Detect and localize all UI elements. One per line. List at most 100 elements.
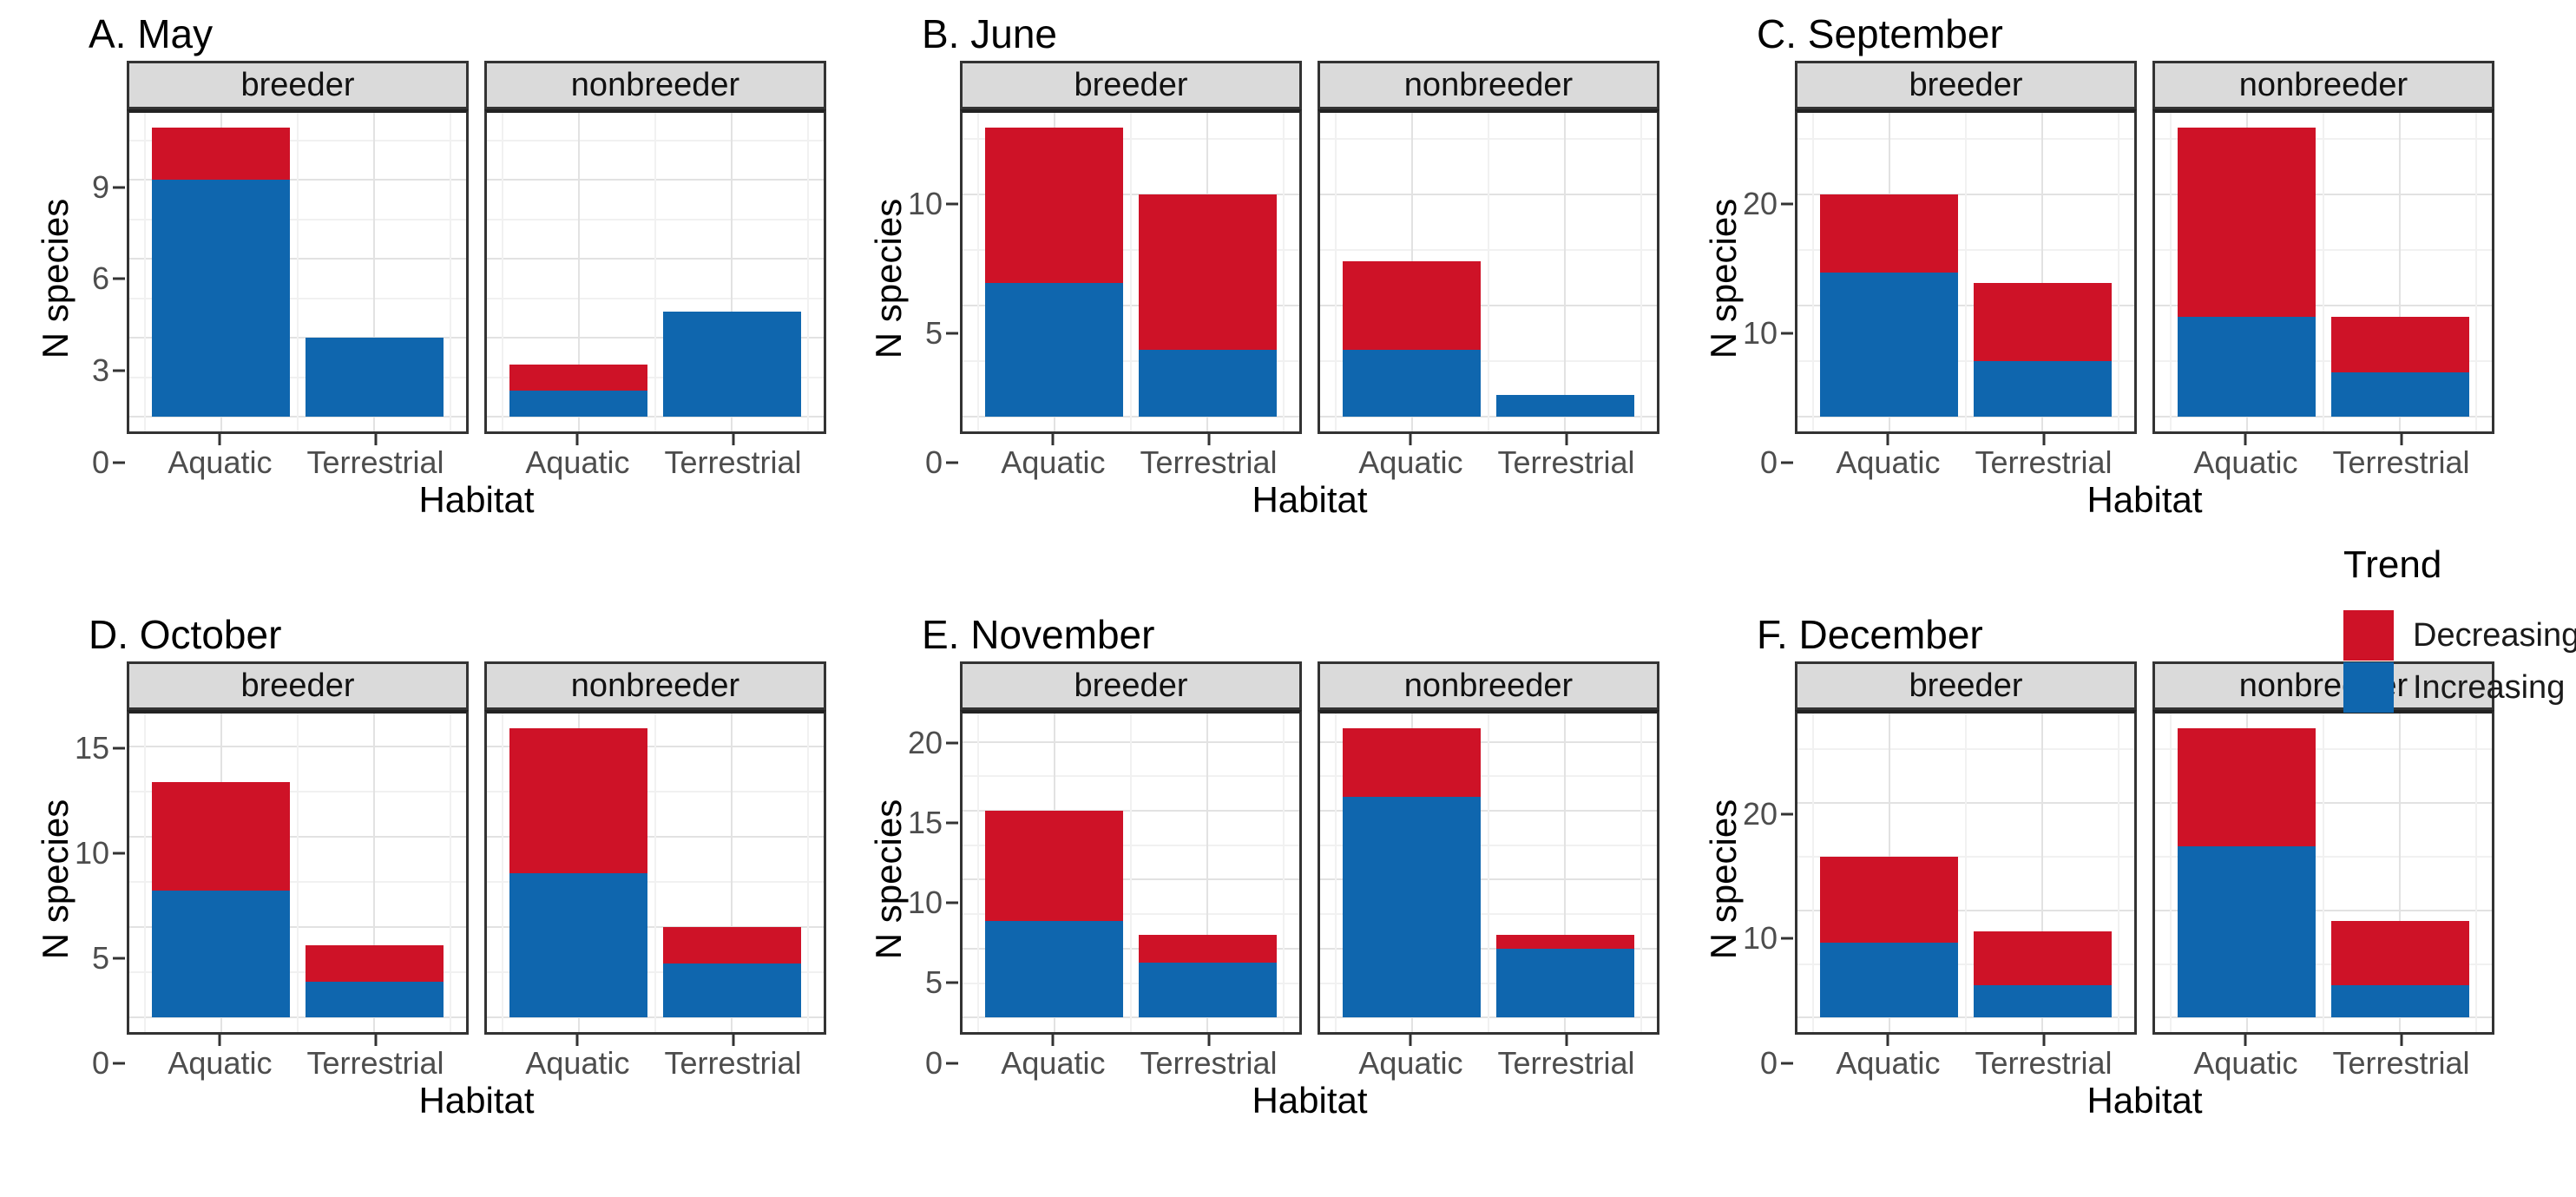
subplot: D. October N species 0 5 10 15 breeder Aqua… xyxy=(35,608,826,1170)
plot-area xyxy=(484,710,826,1035)
bar-segment-decreasing xyxy=(1973,283,2112,362)
x-tick-label: Aquatic xyxy=(525,444,630,480)
x-tick-mark xyxy=(1207,434,1211,445)
gridline-major xyxy=(731,714,733,1032)
x-tick-label: Aquatic xyxy=(1358,1045,1463,1081)
x-tick-mark xyxy=(1051,1035,1055,1046)
bar-segment-decreasing xyxy=(1343,260,1482,351)
gridline-major xyxy=(2041,714,2044,1032)
y-tick-label: 10 xyxy=(1742,920,1778,957)
x-tick-mark xyxy=(732,434,735,445)
gridline-minor xyxy=(1640,714,1643,1032)
bar-segment-decreasing xyxy=(2178,727,2316,846)
plot-area xyxy=(1795,109,2137,434)
gridline-minor xyxy=(1811,714,1814,1032)
plot-area xyxy=(127,710,469,1035)
x-tick-mark xyxy=(218,434,221,445)
bar-segment-increasing xyxy=(2178,845,2316,1018)
y-tick-label: 5 xyxy=(91,939,109,976)
gridline-minor xyxy=(654,714,656,1032)
bar-segment-decreasing xyxy=(152,127,291,181)
gridline-major xyxy=(1888,113,1890,431)
gridline-major xyxy=(577,113,580,431)
chart-body: N species 0 10 20 breeder Aquatic Terrestri… xyxy=(1703,61,2494,480)
plot-area xyxy=(960,109,1302,434)
gridline-major xyxy=(2041,113,2044,431)
y-axis-title: N species xyxy=(1703,198,1744,358)
gridline-minor xyxy=(2169,714,2172,1032)
chart-title: F. December xyxy=(1757,612,1983,657)
bar-segment-increasing xyxy=(509,872,648,1018)
y-tick-mark xyxy=(1781,461,1793,464)
facet-strip: breeder xyxy=(127,661,469,710)
facet-strip-label: breeder xyxy=(1074,667,1188,704)
gridline-minor xyxy=(654,113,656,431)
bar-segment-decreasing xyxy=(2330,921,2469,986)
y-axis-title-wrap: N species xyxy=(868,661,910,1080)
legend-item-label: Increasing xyxy=(2413,668,2566,706)
gridline-minor xyxy=(1334,714,1337,1032)
facet-strip-label: nonbreeder xyxy=(1403,667,1574,704)
x-axis-title: Habitat xyxy=(2086,1080,2203,1121)
bar-segment-decreasing xyxy=(1973,931,2112,986)
facet-breeder: breeder Aquatic Terrestrial xyxy=(1795,661,2137,1081)
gridline-minor xyxy=(297,714,299,1032)
x-tick-mark xyxy=(1886,1035,1889,1046)
x-tick-label: Terrestrial xyxy=(1975,1045,2113,1081)
bar-segment-decreasing xyxy=(1495,935,1634,949)
bar-segment-increasing xyxy=(1820,272,1959,418)
x-axis-labels: Aquatic Terrestrial xyxy=(1795,434,2137,480)
plot-area xyxy=(127,109,469,434)
x-axis-labels: Aquatic Terrestrial xyxy=(1318,1035,1659,1081)
legend-title: Trend xyxy=(2343,543,2442,586)
plot-area xyxy=(1318,710,1659,1035)
gridline-minor xyxy=(976,113,979,431)
bar-segment-decreasing xyxy=(509,364,648,391)
x-axis-title: Habitat xyxy=(418,1080,535,1121)
y-tick-mark xyxy=(946,901,958,904)
chart-body: N species 0 3 6 9 breeder Aquatic Terrestria… xyxy=(35,61,826,480)
bar-segment-decreasing xyxy=(1138,194,1277,351)
gridline-minor xyxy=(2323,714,2324,1032)
x-tick-label: Aquatic xyxy=(1358,444,1463,480)
plot-area xyxy=(2152,710,2494,1035)
gridline-minor xyxy=(450,113,452,431)
y-tick-label: 20 xyxy=(1742,795,1778,832)
x-tick-label: Terrestrial xyxy=(1975,444,2113,480)
y-tick-label: 15 xyxy=(907,805,943,840)
facet-nonbreeder: nonbreeder Aquatic Terrestrial xyxy=(1318,61,1659,480)
bar-segment-increasing xyxy=(1343,350,1482,418)
gridline-major xyxy=(1564,113,1567,431)
x-axis-title: Habitat xyxy=(1252,1080,1368,1121)
y-axis-title-wrap: N species xyxy=(1703,61,1745,479)
facet-strip: breeder xyxy=(960,661,1302,710)
y-tick-mark xyxy=(946,461,958,464)
gridline-minor xyxy=(1334,113,1337,431)
gridline-minor xyxy=(501,113,503,431)
bar-segment-decreasing xyxy=(985,811,1124,922)
gridline-major xyxy=(2399,714,2402,1032)
x-axis-title: Habitat xyxy=(2086,479,2203,520)
gridline-minor xyxy=(1965,113,1967,431)
facet-nonbreeder: nonbreeder Aquatic Terrestrial xyxy=(2152,61,2494,480)
facet-strip: nonbreeder xyxy=(1318,661,1659,710)
bar-segment-decreasing xyxy=(1138,935,1277,963)
facet-nonbreeder: nonbreeder Aquatic Terrestrial xyxy=(484,661,826,1081)
bar-segment-increasing xyxy=(662,312,801,418)
x-tick-label: Terrestrial xyxy=(306,1045,444,1081)
bar-segment-decreasing xyxy=(662,927,801,964)
bar-segment-increasing xyxy=(305,338,444,418)
facet-strip-label: breeder xyxy=(240,667,355,704)
chart-body: N species 0 5 10 15 breeder Aquatic Terrestr… xyxy=(35,661,826,1081)
y-axis-ticks: 0 10 20 xyxy=(1743,109,1795,480)
y-tick-label: 0 xyxy=(91,444,109,480)
x-tick-label: Terrestrial xyxy=(1140,1045,1278,1081)
gridline-minor xyxy=(2118,113,2120,431)
x-tick-mark xyxy=(374,434,378,445)
x-axis-labels: Aquatic Terrestrial xyxy=(484,434,826,480)
bar-segment-decreasing xyxy=(2178,127,2316,317)
bar-segment-increasing xyxy=(985,921,1124,1018)
subplot: F. December N species 0 10 20 breeder Aqua… xyxy=(1703,608,2494,1170)
chart-body: N species 0 5 10 breeder Aquatic Terrestria… xyxy=(868,61,1659,480)
